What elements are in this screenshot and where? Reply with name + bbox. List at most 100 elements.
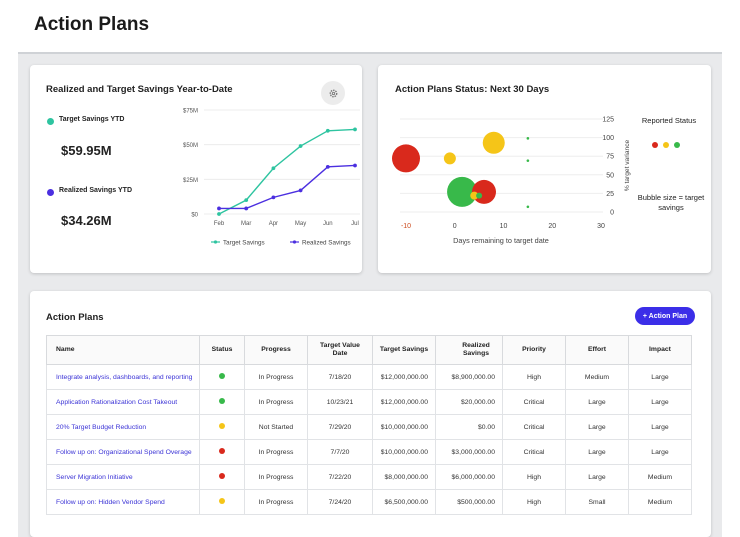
priority-cell: High xyxy=(502,464,566,490)
series-line-target-savings xyxy=(218,128,356,215)
action-plan-name-link[interactable]: 20% Target Budget Reduction xyxy=(46,414,200,440)
target-date-cell: 10/23/21 xyxy=(307,389,373,415)
realized-savings-dot xyxy=(47,189,54,196)
legend-label: Realized Savings xyxy=(302,239,351,246)
bubble xyxy=(392,144,420,173)
effort-cell: Large xyxy=(565,414,629,440)
column-header-target-date[interactable]: Target Value Date xyxy=(307,335,373,365)
x-tick-label: 30 xyxy=(597,223,605,230)
savings-card: Realized and Target Savings Year-to-Date… xyxy=(30,65,362,273)
realized-savings-value: $34.26M xyxy=(61,213,112,228)
target-date-cell: 7/29/20 xyxy=(307,414,373,440)
data-point xyxy=(325,128,330,133)
bubble xyxy=(470,191,479,200)
bubble xyxy=(526,205,530,209)
status-card-title: Action Plans Status: Next 30 Days xyxy=(395,84,550,95)
x-tick-label: Jun xyxy=(323,221,333,227)
y-tick-label: 75 xyxy=(606,154,614,161)
data-point xyxy=(217,206,221,211)
action-plan-name-link[interactable]: Follow up on: Organizational Spend Overa… xyxy=(46,439,200,465)
progress-cell: In Progress xyxy=(244,489,308,515)
impact-cell: Large xyxy=(628,389,692,415)
column-header-impact[interactable]: Impact xyxy=(628,335,692,365)
action-plans-table: Name Status Progress Target Value Date T… xyxy=(46,335,692,515)
bubble-size-note: Bubble size = target savings xyxy=(637,193,705,213)
priority-cell: Critical xyxy=(502,414,566,440)
x-tick-label: May xyxy=(295,221,306,227)
target-date-cell: 7/18/20 xyxy=(307,364,373,390)
realized-savings-cell: $8,900,000.00 xyxy=(435,364,503,390)
savings-card-title: Realized and Target Savings Year-to-Date xyxy=(46,84,233,95)
bubble xyxy=(526,137,530,140)
target-date-cell: 7/7/20 xyxy=(307,439,373,465)
status-bubble-chart: 0 25 50 75 100 125 -10 0 10 20 30 Days remaining to… xyxy=(392,117,631,245)
action-plan-name-link[interactable]: Follow up on: Hidden Vendor Spend xyxy=(46,489,200,515)
status-dot xyxy=(219,373,225,379)
status-card: Action Plans Status: Next 30 Days 0 25 50 7… xyxy=(378,65,711,273)
column-header-priority[interactable]: Priority xyxy=(502,335,566,365)
realized-savings-cell: $500,000.00 xyxy=(435,489,503,515)
reported-status-legend xyxy=(652,142,680,148)
gear-icon xyxy=(329,89,337,97)
bubble xyxy=(526,159,530,162)
target-savings-cell: $10,000,000.00 xyxy=(372,439,436,465)
x-tick-label: -10 xyxy=(401,223,411,230)
data-point xyxy=(271,166,276,171)
action-plan-name-link[interactable]: Integrate analysis, dashboards, and repo… xyxy=(46,364,200,390)
status-dot xyxy=(219,398,225,404)
table-row[interactable]: Server Migration Initiative In Progress 7/… xyxy=(46,464,692,490)
table-row[interactable]: Follow up on: Organizational Spend Overa… xyxy=(46,439,692,465)
status-cell xyxy=(199,414,245,440)
add-action-plan-button[interactable]: + Action Plan xyxy=(635,307,695,325)
progress-cell: In Progress xyxy=(244,364,308,390)
settings-button[interactable] xyxy=(321,81,345,105)
legend-label: Target Savings xyxy=(223,239,265,246)
priority-cell: Critical xyxy=(502,439,566,465)
status-dot xyxy=(219,498,225,504)
target-savings-cell: $12,000,000.00 xyxy=(372,364,436,390)
status-dot xyxy=(219,473,225,479)
target-date-cell: 7/24/20 xyxy=(307,489,373,515)
legend-swatch-dot xyxy=(292,240,297,244)
x-axis-label: Days remaining to target date xyxy=(453,236,549,245)
table-row[interactable]: Follow up on: Hidden Vendor Spend In Prog… xyxy=(46,489,692,515)
action-plan-name-link[interactable]: Application Rationalization Cost Takeout xyxy=(46,389,200,415)
target-savings-cell: $8,000,000.00 xyxy=(372,464,436,490)
realized-savings-label: Realized Savings YTD xyxy=(59,187,133,194)
x-tick-label: Mar xyxy=(241,221,251,227)
table-row[interactable]: Integrate analysis, dashboards, and repo… xyxy=(46,364,692,390)
column-header-progress[interactable]: Progress xyxy=(244,335,308,365)
column-header-status[interactable]: Status xyxy=(199,335,245,365)
y-tick-label: $75M xyxy=(183,109,198,115)
target-date-cell: 7/22/20 xyxy=(307,464,373,490)
priority-cell: High xyxy=(502,364,566,390)
table-row[interactable]: Application Rationalization Cost Takeout… xyxy=(46,389,692,415)
status-cell xyxy=(199,364,245,390)
table-row[interactable]: 20% Target Budget Reduction Not Started 7/… xyxy=(46,414,692,440)
column-header-name[interactable]: Name xyxy=(46,335,200,365)
column-header-target-savings[interactable]: Target Savings xyxy=(372,335,436,365)
realized-savings-cell: $0.00 xyxy=(435,414,503,440)
bubble xyxy=(443,152,456,165)
y-tick-label: 100 xyxy=(602,135,614,142)
bubble xyxy=(447,176,478,207)
x-tick-label: Jul xyxy=(351,221,359,227)
status-dot xyxy=(219,448,225,454)
effort-cell: Large xyxy=(565,389,629,415)
x-tick-label: 0 xyxy=(453,223,457,230)
y-tick-label: $50M xyxy=(183,143,198,149)
column-header-realized-savings[interactable]: Realized Savings xyxy=(435,335,503,365)
legend-yellow-dot xyxy=(663,142,669,148)
action-plans-card: Action Plans + Action Plan Name Status P… xyxy=(30,291,711,537)
data-point xyxy=(298,188,303,193)
priority-cell: Critical xyxy=(502,389,566,415)
column-header-effort[interactable]: Effort xyxy=(565,335,629,365)
action-plan-name-link[interactable]: Server Migration Initiative xyxy=(46,464,200,490)
effort-cell: Small xyxy=(565,489,629,515)
page-title: Action Plans xyxy=(34,14,150,35)
impact-cell: Large xyxy=(628,414,692,440)
target-savings-dot xyxy=(47,118,54,125)
data-point xyxy=(353,163,357,168)
data-point xyxy=(298,144,303,148)
savings-line-chart: $0 $25M $50M $75M Feb Mar Apr May Jun Jul Target S… xyxy=(183,109,360,246)
